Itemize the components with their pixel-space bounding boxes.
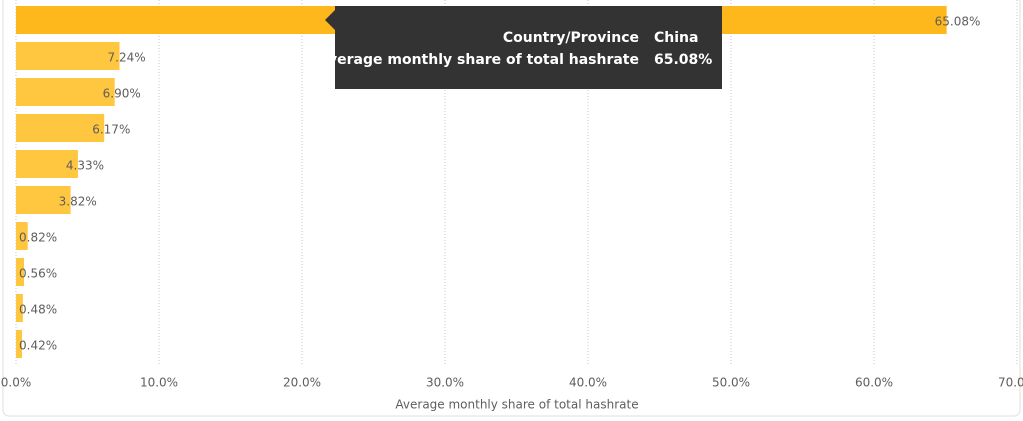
data-label: 3.82% [59, 195, 97, 209]
bar [16, 258, 25, 286]
data-label: 4.33% [66, 159, 104, 173]
data-label: 0.42% [19, 339, 57, 353]
tooltip-box [325, 6, 722, 89]
x-tick-label: 30.0% [426, 376, 464, 390]
tooltip-value: 65.08% [654, 52, 712, 68]
bar [16, 330, 23, 358]
tooltip-label: Average monthly share of total hashrate [318, 52, 639, 68]
tooltip-label: Country/Province [503, 30, 639, 46]
x-tick-label: 60.0% [855, 376, 893, 390]
bar [16, 42, 120, 70]
tooltip-value: China [654, 30, 698, 46]
data-label: 6.90% [103, 87, 141, 101]
x-tick-label: 10.0% [140, 376, 178, 390]
tooltip: Country/Province China Average monthly sha… [318, 6, 722, 89]
data-label: 6.17% [92, 123, 130, 137]
bar [16, 186, 71, 214]
data-label: 7.24% [108, 51, 146, 65]
x-tick-label: 40.0% [569, 376, 607, 390]
bar [16, 114, 105, 142]
x-tick-label: 20.0% [283, 376, 321, 390]
data-label: 0.82% [19, 231, 57, 245]
x-tick-label: 50.0% [712, 376, 750, 390]
x-tick-label: 0.0% [1, 376, 32, 390]
bar [16, 222, 28, 250]
data-label: 0.48% [19, 303, 57, 317]
bar [16, 78, 115, 106]
data-label: 65.08% [935, 15, 981, 29]
x-axis-title: Average monthly share of total hashrate [395, 398, 638, 412]
bar [16, 150, 78, 178]
x-tick-label: 70.0% [998, 376, 1023, 390]
bar [16, 294, 23, 322]
data-label: 0.56% [19, 267, 57, 281]
